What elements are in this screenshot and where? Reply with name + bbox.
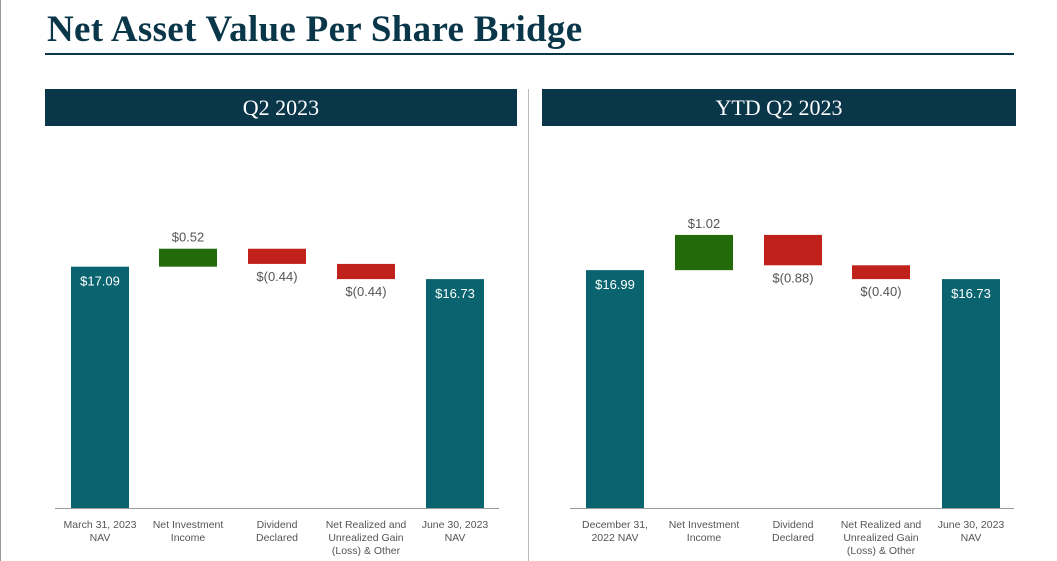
title-underline <box>45 53 1014 55</box>
category-label: Income <box>687 532 722 544</box>
bar-q2-3 <box>337 263 395 280</box>
category-label: Declared <box>256 532 298 544</box>
page-title: Net Asset Value Per Share Bridge <box>47 9 583 50</box>
category-label: Net Realized and <box>841 519 922 531</box>
bar-q2-2 <box>248 248 306 264</box>
data-label: $1.02 <box>688 216 721 231</box>
bar-ytd-1 <box>675 234 733 271</box>
data-label: $(0.44) <box>345 284 386 299</box>
data-label: $0.52 <box>172 230 205 245</box>
category-label: Dividend <box>257 519 298 531</box>
category-label: Net Investment <box>153 519 224 531</box>
data-label: $16.99 <box>595 277 635 292</box>
category-label: December 31, <box>582 519 648 531</box>
bar-ytd-2 <box>764 234 822 266</box>
category-label: Declared <box>772 532 814 544</box>
category-label: Unrealized Gain <box>843 532 918 544</box>
data-label: $16.73 <box>435 286 475 301</box>
chart-header-q2: Q2 2023 <box>45 89 517 126</box>
bar-ytd-0 <box>586 270 644 508</box>
data-label: $16.73 <box>951 286 991 301</box>
bar-q2-0 <box>71 266 129 508</box>
category-label: NAV <box>961 532 982 544</box>
chart-header-ytd: YTD Q2 2023 <box>542 89 1016 126</box>
category-label: Unrealized Gain <box>328 532 403 544</box>
category-label: Net Investment <box>669 519 740 531</box>
category-label: 2022 NAV <box>591 532 638 544</box>
category-label: Net Realized and <box>326 519 407 531</box>
bar-q2-4 <box>426 279 484 508</box>
bar-ytd-3 <box>852 265 910 280</box>
data-label: $(0.44) <box>256 269 297 284</box>
category-label: NAV <box>90 532 111 544</box>
category-label: June 30, 2023 <box>938 519 1005 531</box>
panel-divider <box>528 89 529 561</box>
category-label: March 31, 2023 <box>64 519 137 531</box>
category-label: (Loss) & Other <box>847 545 916 557</box>
bar-ytd-4 <box>942 279 1000 508</box>
category-label: Dividend <box>773 519 814 531</box>
category-label: June 30, 2023 <box>422 519 489 531</box>
category-label: (Loss) & Other <box>332 545 401 557</box>
bar-q2-1 <box>159 248 217 267</box>
data-label: $17.09 <box>80 274 120 289</box>
category-label: Income <box>171 532 206 544</box>
data-label: $(0.88) <box>772 270 813 285</box>
category-label: NAV <box>445 532 466 544</box>
data-label: $(0.40) <box>860 284 901 299</box>
